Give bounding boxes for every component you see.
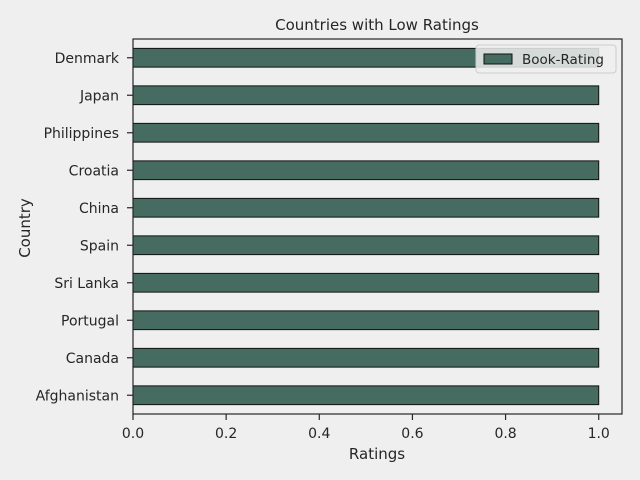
y-tick-label: Canada (66, 351, 119, 367)
legend-box (475, 44, 617, 74)
y-tick-label: Afghanistan (36, 388, 119, 404)
x-tick-label: 0.4 (308, 426, 330, 442)
x-tick-label: 0.8 (494, 426, 516, 442)
x-tick-label: 1.0 (588, 426, 610, 442)
chart-title: Countries with Low Ratings (275, 16, 479, 34)
legend: Book-Rating (475, 44, 617, 74)
y-tick-label: Portugal (61, 313, 119, 329)
y-tick-label: Sri Lanka (54, 276, 119, 292)
axes-layer: Denmark Japan Philippines Croatia China Spain… (36, 38, 623, 442)
x-tick-label: 0.2 (215, 426, 237, 442)
legend-swatch (483, 53, 513, 65)
bar (132, 310, 600, 331)
plot-frame (132, 38, 623, 415)
bar (132, 197, 600, 218)
x-tick-label: 0.0 (122, 426, 144, 442)
x-axis-label: Ratings (349, 445, 405, 463)
bar (132, 385, 600, 406)
bar (132, 347, 600, 368)
y-tick-label: Japan (79, 88, 119, 104)
bar (132, 160, 600, 181)
y-tick-label: Croatia (69, 163, 119, 179)
y-tick-label: Spain (80, 238, 119, 254)
bar (132, 272, 600, 293)
y-tick-label: Philippines (44, 126, 119, 142)
bar (132, 85, 600, 106)
legend-label: Book-Rating (522, 52, 604, 68)
y-tick-label: Denmark (55, 51, 120, 67)
bars-layer (132, 47, 600, 406)
bar (132, 235, 600, 256)
y-tick-label: China (79, 201, 119, 217)
bar (132, 122, 600, 143)
x-tick-label: 0.6 (401, 426, 423, 442)
y-axis-label: Country (16, 198, 34, 258)
